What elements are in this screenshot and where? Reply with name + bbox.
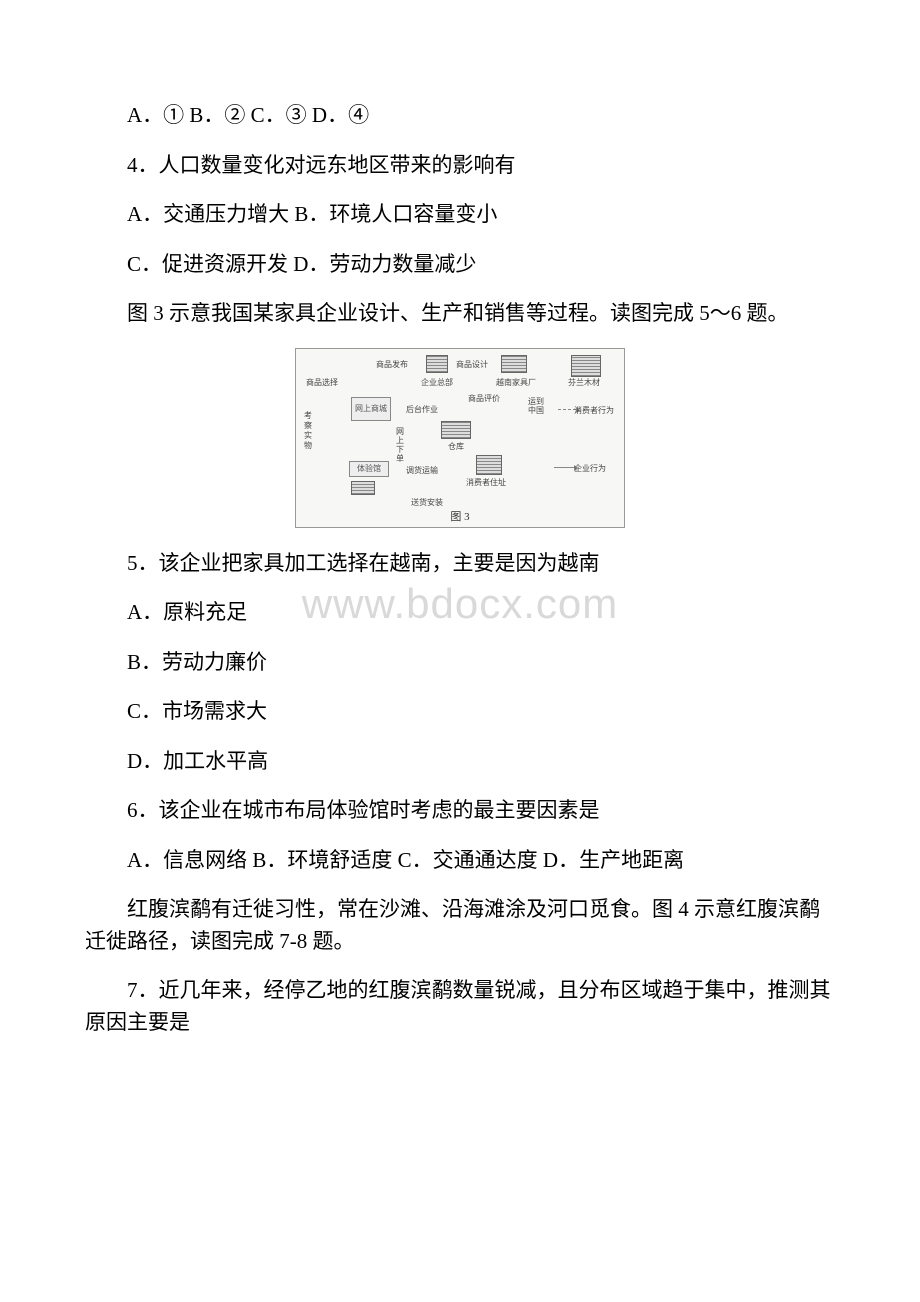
q4-stem: 4．人口数量变化对远东地区带来的影响有 <box>85 150 835 182</box>
q6-options: A．信息网络 B．环境舒适度 C．交通通达度 D．生产地距离 <box>85 845 835 877</box>
q7-stem: 7．近几年来，经停乙地的红腹滨鹬数量锐减，且分布区域趋于集中，推测其原因主要是 <box>85 975 835 1038</box>
fig3-label-hq: 企业总部 <box>421 377 453 388</box>
document-content: A．① B．② C．③ D．④ 4．人口数量变化对远东地区带来的影响有 A．交通… <box>85 100 835 1038</box>
fig3-label-design: 商品设计 <box>456 359 488 370</box>
fig3-label-consumer-addr: 消费者住址 <box>466 477 506 488</box>
fig3-label-delivery: 送货安装 <box>411 497 443 508</box>
fig3-box-online-mall: 网上商城 <box>351 397 391 421</box>
q4-options-ab: A．交通压力增大 B．环境人口容量变小 <box>85 199 835 231</box>
q5-option-c: C．市场需求大 <box>85 696 835 728</box>
fig3-label-backend: 后台作业 <box>406 404 438 415</box>
fig3-label-select: 商品选择 <box>306 377 338 388</box>
fig3-building-icon <box>571 355 601 377</box>
q4-options-cd: C．促进资源开发 D．劳动力数量减少 <box>85 249 835 281</box>
fig3-label-publish: 商品发布 <box>376 359 408 370</box>
q3-options: A．① B．② C．③ D．④ <box>85 100 835 132</box>
fig3-box-experience: 体验馆 <box>349 461 389 477</box>
fig3-building-icon <box>501 355 527 373</box>
fig3-label-vietnam: 越南家具厂 <box>496 377 536 388</box>
q5-option-d: D．加工水平高 <box>85 746 835 778</box>
fig3-label-inspect: 考察实物 <box>304 411 314 451</box>
figure3: 商品发布 商品设计 商品选择 企业总部 越南家具厂 芬兰木材 网上商城 后台作业… <box>295 348 625 528</box>
fig3-label-review: 商品评价 <box>468 393 500 404</box>
figure3-container: 商品发布 商品设计 商品选择 企业总部 越南家具厂 芬兰木材 网上商城 后台作业… <box>85 348 835 528</box>
fig3-label-transfer: 调货运输 <box>406 465 438 476</box>
q5-stem: 5．该企业把家具加工选择在越南，主要是因为越南 <box>85 548 835 580</box>
figure3-caption: 图 3 <box>296 508 624 524</box>
fig3-label-warehouse: 仓库 <box>448 441 464 452</box>
q6-stem: 6．该企业在城市布局体验馆时考虑的最主要因素是 <box>85 795 835 827</box>
fig3-building-icon <box>351 481 375 495</box>
fig3-building-icon <box>441 421 471 439</box>
fig3-building-icon <box>426 355 448 373</box>
fig3-label-order: 网上下单 <box>396 427 408 463</box>
fig3-label-consumer-behavior: 消费者行为 <box>574 405 614 416</box>
figure4-intro: 红腹滨鹬有迁徙习性，常在沙滩、沿海滩涂及河口觅食。图 4 示意红腹滨鹬迁徙路径，… <box>85 894 835 957</box>
fig3-label-enterprise-behavior: 企业行为 <box>574 463 606 474</box>
fig3-arrow <box>554 467 574 468</box>
q5-option-b: B．劳动力廉价 <box>85 647 835 679</box>
q5-option-a: A．原料充足 <box>85 597 835 629</box>
fig3-label-finland: 芬兰木材 <box>568 377 600 388</box>
fig3-building-icon <box>476 455 502 475</box>
fig3-label-ship-china: 运到中国 <box>528 397 548 415</box>
figure3-intro: 图 3 示意我国某家具企业设计、生产和销售等过程。读图完成 5～6 题。 <box>85 298 835 330</box>
